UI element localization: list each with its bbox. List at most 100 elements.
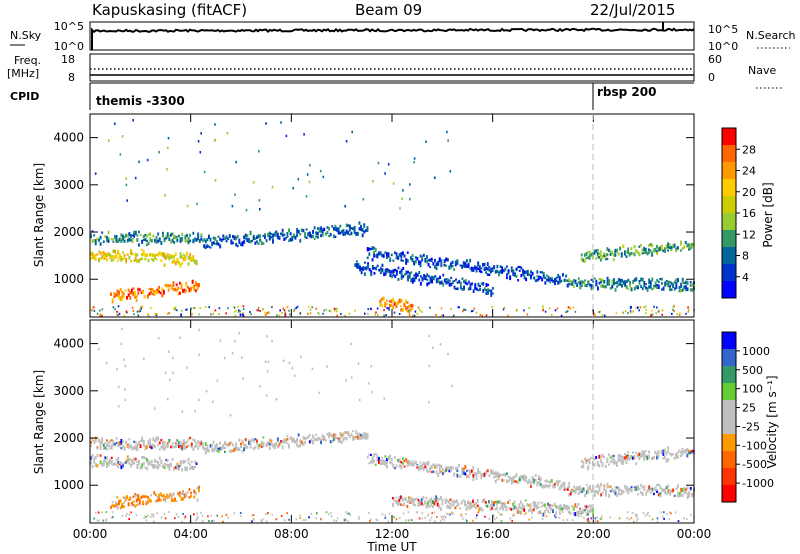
velocity-cell xyxy=(146,466,148,471)
velocity-cell xyxy=(537,501,540,505)
velocity-cell xyxy=(300,440,303,445)
power-cell xyxy=(482,288,485,293)
velocity-cell xyxy=(127,498,130,501)
velocity-cell xyxy=(512,480,515,483)
power-cell xyxy=(335,308,337,310)
power-cell xyxy=(526,313,529,316)
power-cell xyxy=(304,232,306,236)
power-cell xyxy=(318,229,321,233)
velocity-cell xyxy=(144,457,147,460)
velocity-cell xyxy=(668,452,671,455)
power-cell xyxy=(121,297,124,301)
velocity-cell xyxy=(452,512,454,515)
velocity-cell xyxy=(350,433,353,437)
velocity-cell xyxy=(475,477,478,480)
velocity-cell xyxy=(438,467,441,472)
power-cell xyxy=(264,233,266,238)
power-cell xyxy=(510,266,513,269)
velocity-cell xyxy=(635,461,638,466)
power-cell xyxy=(419,260,422,264)
power-cell xyxy=(680,249,682,252)
power-cell xyxy=(633,287,636,291)
velocity-cell xyxy=(686,453,689,458)
velocity-cell xyxy=(480,475,483,479)
velocity-cell xyxy=(496,474,499,478)
power-cell xyxy=(344,205,346,208)
velocity-cell xyxy=(468,502,471,507)
power-cell xyxy=(130,291,133,295)
power-cell xyxy=(340,230,343,233)
power-cell xyxy=(392,269,395,272)
power-cell xyxy=(178,291,181,295)
velocity-cell xyxy=(206,446,209,450)
power-cell xyxy=(141,240,144,244)
power-cell xyxy=(467,280,470,284)
velocity-cell xyxy=(550,479,553,483)
velocity-cell xyxy=(689,489,692,492)
power-cell xyxy=(163,252,166,257)
velocity-cell xyxy=(146,495,149,499)
velocity-cell xyxy=(635,514,638,517)
velocity-cell xyxy=(134,457,137,461)
power-cell xyxy=(520,273,523,278)
velocity-cell xyxy=(268,442,271,446)
velocity-cell xyxy=(367,382,370,385)
velocity-cell xyxy=(424,516,426,519)
power-cell xyxy=(558,275,561,279)
velocity-cell xyxy=(211,520,213,523)
velocity-cell xyxy=(312,434,314,439)
power-cell xyxy=(259,234,262,239)
velocity-cell xyxy=(412,498,415,502)
velocity-cell xyxy=(202,446,204,449)
velocity-cell xyxy=(664,455,666,460)
power-cell xyxy=(501,266,504,270)
power-cell xyxy=(181,255,184,259)
power-cell xyxy=(449,170,452,173)
power-cell xyxy=(654,249,657,253)
velocity-cell xyxy=(340,440,343,444)
velocity-cell xyxy=(435,470,438,475)
power-cell xyxy=(116,289,119,294)
power-cell xyxy=(456,287,459,291)
velocity-cell xyxy=(177,516,180,518)
velocity-cell xyxy=(574,503,577,508)
velocity-cell xyxy=(667,484,670,488)
power-cell xyxy=(345,229,348,234)
power-cell xyxy=(164,194,166,197)
power-cell xyxy=(295,306,297,309)
power-cell xyxy=(360,270,363,275)
power-cell xyxy=(459,285,462,290)
power-cell xyxy=(599,310,601,313)
power-cell xyxy=(340,313,342,315)
velocity-cell xyxy=(448,466,451,471)
velocity-cell xyxy=(640,483,643,487)
power-cell xyxy=(451,280,454,283)
power-cell xyxy=(448,279,451,282)
velocity-cell xyxy=(494,507,497,511)
power-cell xyxy=(598,278,601,281)
power-cell xyxy=(99,251,102,255)
power-cell xyxy=(280,121,282,124)
velocity-cell xyxy=(595,490,598,494)
power-cell xyxy=(453,287,456,290)
velocity-cell xyxy=(401,504,404,507)
velocity-cell xyxy=(670,489,673,494)
power-cell xyxy=(99,235,102,240)
velocity-cell xyxy=(625,487,628,491)
power-cell xyxy=(351,130,353,134)
power-cell xyxy=(672,244,674,248)
velocity-cell xyxy=(467,506,470,509)
velocity-colorbar-label: Velocity [m s⁻¹] xyxy=(765,375,779,468)
velocity-cell xyxy=(475,517,478,520)
velocity-cell xyxy=(465,518,467,521)
power-cell xyxy=(236,244,239,248)
velocity-cell xyxy=(476,514,478,517)
power-cell xyxy=(402,275,405,278)
power-cell xyxy=(608,282,611,286)
power-cell xyxy=(617,252,620,256)
velocity-cell xyxy=(196,498,199,502)
velocity-cell xyxy=(139,466,142,470)
velocity-cell xyxy=(493,476,496,479)
power-cell xyxy=(162,291,165,295)
power-cell xyxy=(163,263,166,267)
